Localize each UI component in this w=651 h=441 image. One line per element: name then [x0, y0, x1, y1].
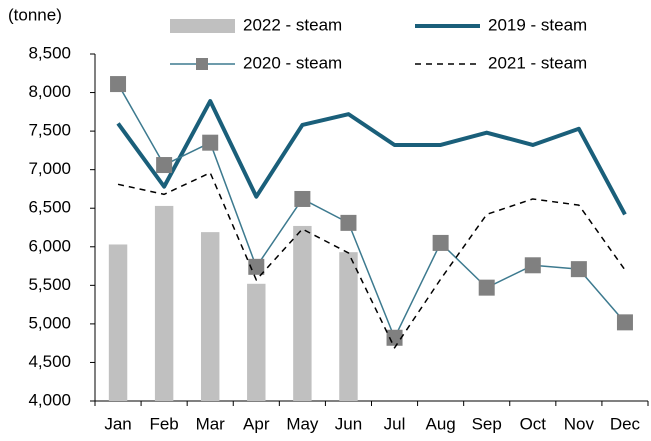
marker: [524, 257, 541, 274]
marker: [248, 258, 265, 275]
marker: [386, 329, 403, 346]
x-tick-label: Jun: [335, 414, 362, 433]
y-tick-label: 5,000: [28, 313, 71, 332]
y-tick-label: 4,500: [28, 352, 71, 371]
legend-swatch: [170, 19, 235, 33]
marker: [478, 279, 495, 296]
bar: [247, 283, 266, 401]
marker: [340, 214, 357, 231]
x-tick-label: Oct: [520, 414, 547, 433]
y-axis-label: (tonne): [8, 5, 62, 24]
marker: [294, 190, 311, 207]
line: [117, 172, 626, 349]
x-tick-label: Jul: [384, 414, 406, 433]
legend-label: 2021 - steam: [488, 53, 587, 72]
bar: [108, 244, 128, 401]
legend-label: 2020 - steam: [243, 53, 342, 72]
legend-marker: [196, 58, 208, 70]
line: [116, 99, 627, 216]
y-tick-label: 5,500: [28, 275, 71, 294]
bar: [154, 205, 174, 401]
x-tick-label: May: [286, 414, 319, 433]
y-tick-label: 7,000: [28, 159, 71, 178]
bar: [339, 252, 358, 401]
y-tick-label: 6,000: [28, 236, 71, 255]
marker: [616, 314, 633, 331]
marker: [156, 157, 173, 174]
x-tick-label: Sep: [472, 414, 502, 433]
marker: [110, 76, 127, 93]
legend-label: 2022 - steam: [243, 15, 342, 34]
y-tick-label: 6,500: [28, 198, 71, 217]
marker: [202, 134, 219, 151]
y-tick-label: 8,000: [28, 82, 71, 101]
x-tick-label: Apr: [243, 414, 270, 433]
x-tick-label: Mar: [196, 414, 226, 433]
x-tick-label: Nov: [564, 414, 595, 433]
x-tick-label: Jan: [104, 414, 131, 433]
bar: [200, 232, 220, 401]
legend-label: 2019 - steam: [488, 15, 587, 34]
y-tick-label: 4,000: [28, 390, 71, 409]
marker: [570, 261, 587, 278]
y-tick-label: 7,500: [28, 121, 71, 140]
bar: [293, 225, 312, 401]
marker: [432, 234, 449, 251]
y-tick-label: 8,500: [28, 43, 71, 62]
x-tick-label: Aug: [426, 414, 456, 433]
x-tick-label: Dec: [610, 414, 641, 433]
x-tick-label: Feb: [149, 414, 178, 433]
